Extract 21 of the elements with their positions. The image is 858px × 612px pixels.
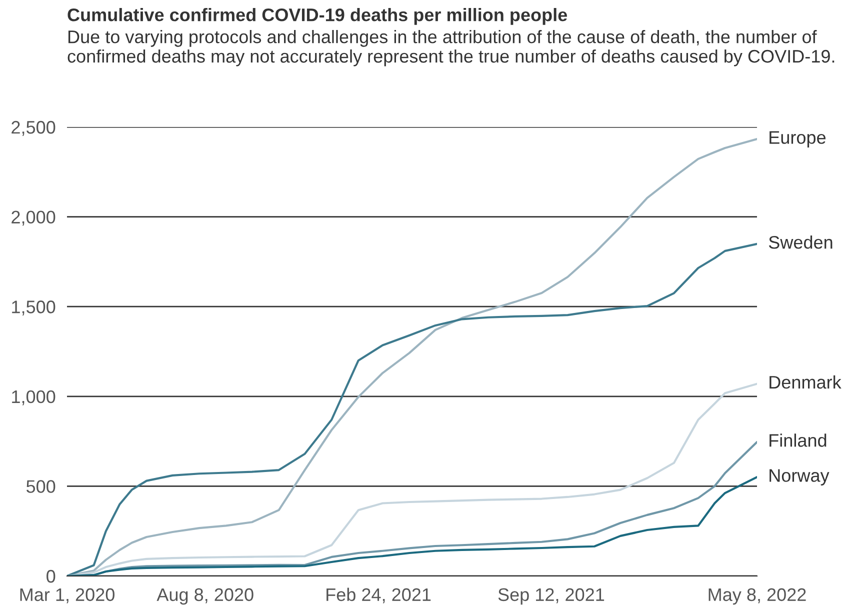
line-series: [67, 242, 757, 576]
series-label: Europe: [770, 131, 826, 148]
x-tick-label: Feb 24, 2021: [326, 588, 431, 604]
y-tick-label: 0: [46, 570, 56, 583]
chart-subtitle: Due to varying protocols and challenges in the attribution of the cause of death, the number of confirmed deaths may not accurately represent the true number of deaths caused by COVID-19.: [68, 30, 834, 66]
chart-title: Cumulative confirmed COVID-19 deaths per million people: [68, 8, 568, 25]
line-series: [67, 382, 757, 576]
y-tick-label: 500: [26, 480, 56, 493]
y-tick-label: 2,000: [12, 210, 56, 226]
x-tick-label: Sep 12, 2021: [498, 588, 604, 605]
series-label: Sweden: [768, 236, 832, 249]
x-tick-label: May 8, 2022: [708, 588, 806, 605]
line-series: [67, 476, 757, 576]
y-tick-label: 2,500: [12, 120, 56, 136]
y-tick-label: 1,000: [12, 390, 56, 406]
x-tick-label: Mar 1, 2020: [20, 588, 114, 604]
series-label: Norway: [770, 469, 830, 486]
x-tick-label: Aug 8, 2020: [156, 588, 254, 605]
series-label: Finland: [770, 434, 826, 447]
series-label: Denmark: [770, 375, 842, 389]
y-tick-label: 1,500: [12, 300, 56, 316]
